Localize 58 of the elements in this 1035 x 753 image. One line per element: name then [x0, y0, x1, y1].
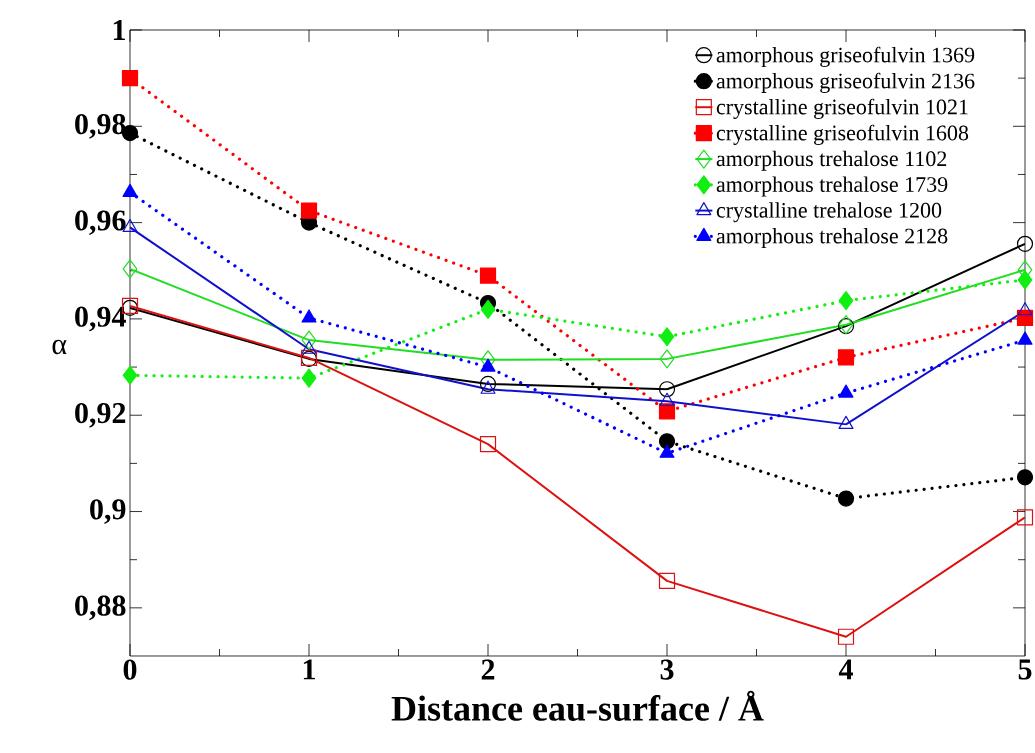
point	[121, 70, 139, 87]
point	[480, 380, 496, 394]
point	[659, 444, 675, 458]
legend-label: crystalline griseofulvin 1608	[716, 124, 969, 145]
point	[122, 259, 138, 279]
y-tick-label: 1	[113, 20, 125, 40]
y-tick-label: 0,94	[75, 306, 126, 332]
point	[301, 340, 317, 354]
point	[659, 349, 675, 369]
point	[480, 358, 496, 372]
point	[1017, 302, 1033, 316]
point	[658, 433, 676, 450]
y-tick-label: 0,98	[75, 114, 126, 139]
legend-label: amorphous trehalose 2128	[716, 227, 948, 248]
point	[479, 267, 497, 284]
point	[838, 384, 854, 398]
point	[838, 415, 854, 429]
point	[1017, 270, 1033, 290]
point	[301, 330, 317, 350]
point	[659, 327, 675, 347]
point	[1017, 331, 1033, 345]
x-tick-label: 0	[123, 659, 137, 680]
point	[122, 183, 138, 197]
legend-label: amorphous griseofulvin 1369	[716, 46, 975, 67]
y-tick-label: 0,9	[90, 499, 126, 524]
x-tick-label: 5	[1018, 659, 1032, 680]
point	[837, 628, 855, 645]
point	[480, 299, 496, 319]
point	[659, 392, 675, 406]
legend-label: amorphous trehalose 1102	[716, 150, 947, 171]
point	[1016, 235, 1034, 252]
point	[837, 490, 855, 507]
point	[301, 368, 317, 388]
y-axis-title: α	[52, 339, 67, 355]
point	[838, 291, 854, 311]
point	[122, 365, 138, 385]
x-axis-title: Distance eau-surface / Å	[391, 690, 764, 721]
y-tick-label: 0,92	[75, 402, 126, 428]
point	[658, 403, 676, 420]
point	[479, 375, 497, 393]
point	[1016, 509, 1034, 526]
point	[658, 572, 676, 589]
legend-label: amorphous trehalose 1739	[716, 176, 948, 197]
point	[837, 349, 855, 366]
legend-label: crystalline trehalose 1200	[716, 202, 942, 223]
point	[658, 381, 676, 398]
point	[1016, 469, 1034, 486]
legend-label: crystalline griseofulvin 1021	[716, 98, 968, 119]
point	[300, 202, 318, 219]
x-tick-label: 3	[660, 659, 674, 680]
legend-label: amorphous griseofulvin 2136	[716, 72, 975, 93]
x-tick-label: 2	[481, 659, 495, 680]
point	[301, 309, 317, 323]
point	[479, 436, 497, 453]
y-tick-label: 0,88	[75, 595, 126, 621]
x-tick-label: 1	[303, 659, 315, 680]
y-tick-label: 0,96	[75, 210, 126, 235]
x-tick-label: 4	[838, 659, 853, 680]
